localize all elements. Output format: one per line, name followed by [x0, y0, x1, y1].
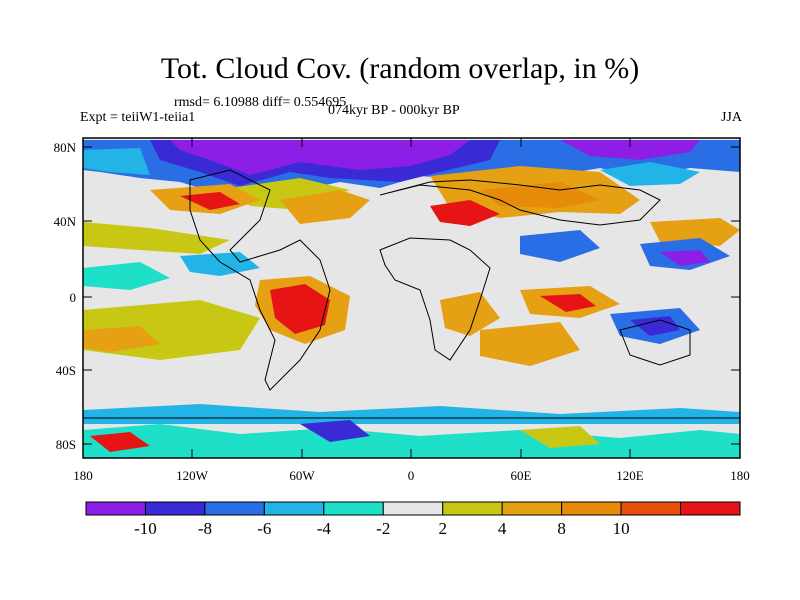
- map-field: [83, 138, 740, 458]
- colorbar-label: -8: [197, 519, 212, 538]
- lon-label-180e: 180: [730, 468, 750, 483]
- lon-label-120e: 120E: [616, 468, 644, 483]
- colorbar-swatch: [442, 501, 503, 516]
- colorbar-swatch: [680, 501, 741, 516]
- lon-label-60e: 60E: [510, 468, 532, 483]
- colorbar-swatch: [263, 501, 325, 516]
- lat-label-40n: 40N: [53, 214, 76, 229]
- colorbar-label: -2: [376, 519, 391, 538]
- colorbar-swatch: [501, 501, 563, 516]
- colorbar-label: 8: [557, 519, 566, 538]
- lat-ticks: [83, 146, 740, 445]
- lat-label-80s: 80S: [55, 437, 76, 452]
- colorbar-swatch: [561, 501, 622, 516]
- lat-label-80n: 80N: [53, 140, 76, 155]
- period-label: 074kyr BP - 000kyr BP: [328, 103, 460, 118]
- map-title: Tot. Cloud Cov. (random overlap, in %): [160, 52, 640, 85]
- lon-ticks: [82, 138, 741, 458]
- colorbar-label: 4: [497, 519, 507, 538]
- colorbar-label: -10: [134, 519, 157, 538]
- colorbar-label: -6: [257, 519, 272, 538]
- lon-label-120w: 120W: [176, 468, 208, 483]
- colorbar-label: -4: [316, 519, 331, 538]
- colorbar-swatch: [323, 501, 384, 516]
- lat-label-40s: 40S: [55, 363, 76, 378]
- season-label: JJA: [720, 110, 742, 125]
- colorbar-label: 10: [612, 519, 630, 538]
- colorbar-swatch: [144, 501, 206, 516]
- colorbar-label: 2: [438, 519, 447, 538]
- experiment-label: Expt = teiiW1-teiia1: [80, 110, 196, 125]
- colorbar-swatch: [620, 501, 682, 516]
- colorbar-swatch: [204, 501, 265, 516]
- lon-label-180w: 180: [73, 468, 93, 483]
- stats-text: rmsd= 6.10988 diff= 0.554695: [174, 95, 347, 110]
- lat-label-0: 0: [69, 290, 77, 305]
- colorbar-swatch: [382, 501, 444, 516]
- colorbar: [85, 501, 741, 516]
- lon-label-0: 0: [407, 468, 415, 483]
- colorbar-swatch: [85, 501, 146, 516]
- lon-label-60w: 60W: [289, 468, 315, 483]
